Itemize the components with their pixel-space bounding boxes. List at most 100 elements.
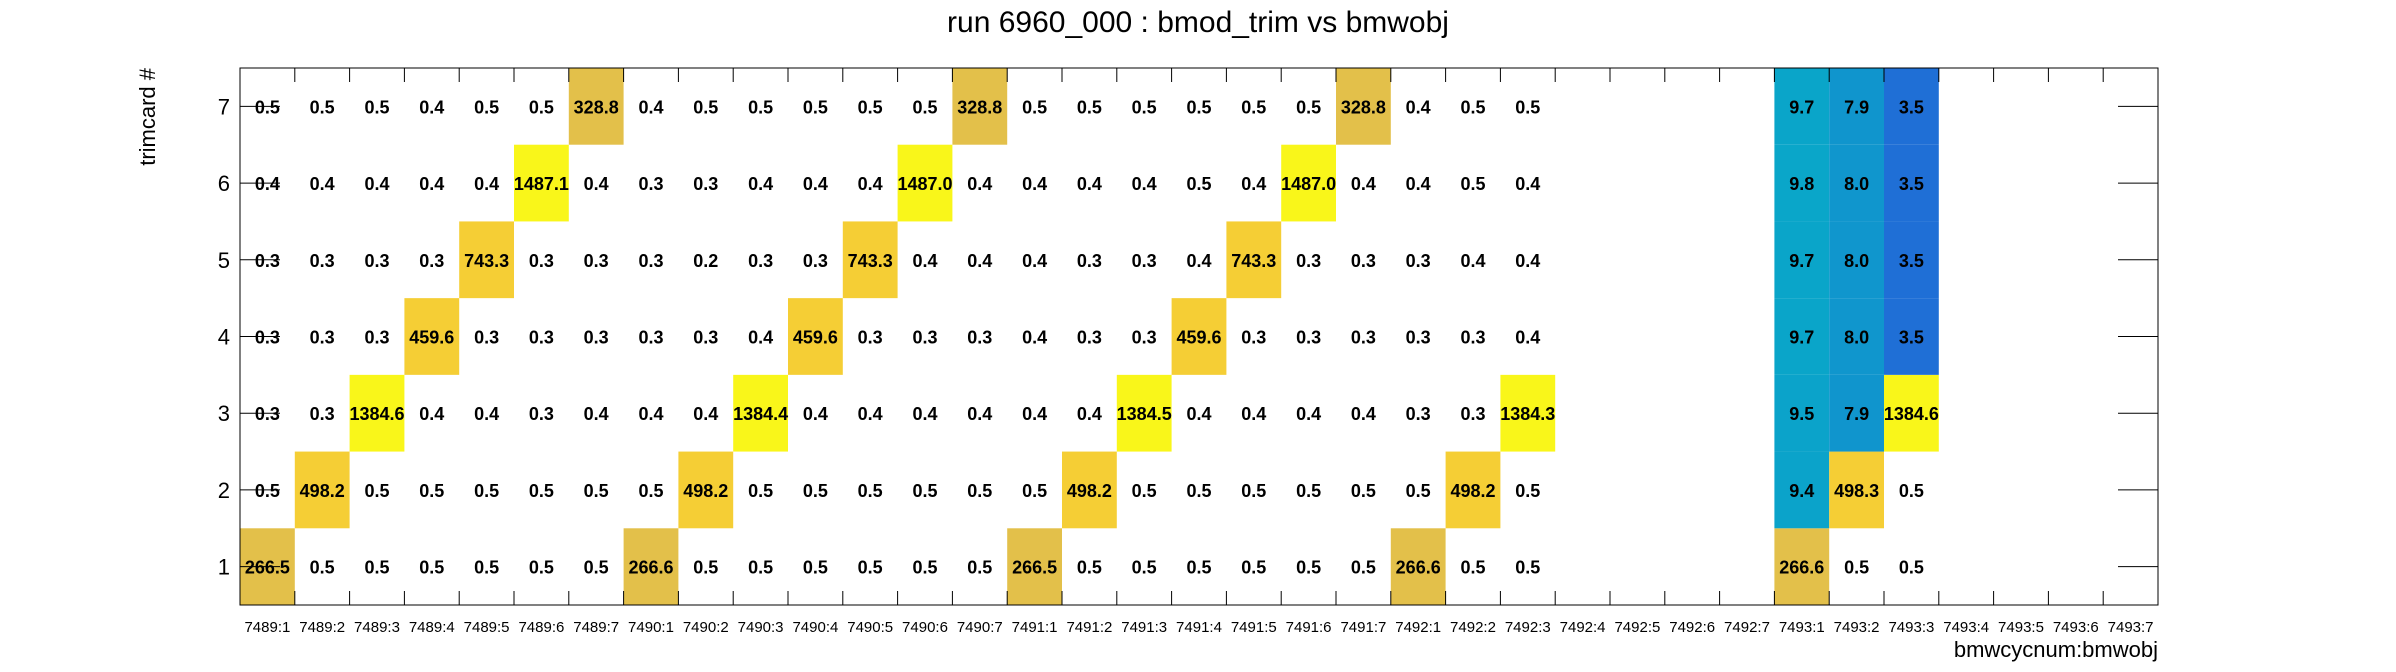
data-label: 0.3: [1296, 328, 1321, 348]
data-label: 0.4: [364, 174, 389, 194]
x-tick-label: 7491:5: [1231, 619, 1277, 636]
data-label: 0.3: [858, 328, 883, 348]
data-label: 0.5: [1186, 481, 1211, 501]
data-label: 0.4: [584, 174, 609, 194]
x-tick-label: 7490:2: [683, 619, 729, 636]
data-label: 459.6: [1176, 328, 1221, 348]
data-label: 0.5: [912, 558, 937, 578]
data-label: 498.2: [1450, 481, 1495, 501]
data-label: 9.8: [1789, 174, 1814, 194]
heatmap-cell: [1829, 221, 1884, 299]
data-label: 1487.1: [514, 174, 569, 194]
data-label: 3.5: [1899, 328, 1924, 348]
data-label: 0.5: [1515, 97, 1540, 117]
data-label: 0.5: [1022, 97, 1047, 117]
x-tick-label: 7493:6: [2053, 619, 2099, 636]
data-label: 0.3: [1296, 251, 1321, 271]
heatmap-cell: [1829, 374, 1884, 452]
y-tick-label: 3: [218, 401, 230, 426]
data-label: 266.6: [1396, 558, 1441, 578]
data-label: 0.3: [1406, 404, 1431, 424]
x-tick-label: 7493:4: [1943, 619, 1989, 636]
data-label: 0.4: [1077, 174, 1102, 194]
data-label: 0.4: [1022, 174, 1047, 194]
data-label: 3.5: [1899, 97, 1924, 117]
data-label: 0.3: [310, 404, 335, 424]
data-label: 0.3: [1077, 251, 1102, 271]
data-label: 0.3: [693, 174, 718, 194]
x-tick-label: 7491:2: [1066, 619, 1112, 636]
data-label: 0.4: [419, 97, 444, 117]
data-label: 0.5: [858, 481, 883, 501]
x-tick-label: 7493:7: [2108, 619, 2154, 636]
data-label: 0.4: [1241, 404, 1266, 424]
data-label: 0.5: [255, 97, 280, 117]
data-label: 0.3: [1406, 251, 1431, 271]
data-label: 0.4: [1132, 174, 1157, 194]
data-label: 0.3: [364, 251, 389, 271]
data-label: 0.4: [748, 328, 773, 348]
data-label: 0.5: [1899, 558, 1924, 578]
data-label: 0.5: [1186, 97, 1211, 117]
data-label: 459.6: [409, 328, 454, 348]
data-label: 0.5: [255, 481, 280, 501]
heatmap-cell: [1829, 144, 1884, 222]
data-label: 0.5: [529, 481, 554, 501]
x-tick-label: 7490:7: [957, 619, 1003, 636]
data-label: 0.4: [912, 404, 937, 424]
data-label: 0.5: [310, 558, 335, 578]
heatmap-cell: [349, 374, 405, 452]
data-label: 0.5: [1022, 481, 1047, 501]
heatmap-cell: [788, 298, 843, 375]
data-label: 0.5: [748, 97, 773, 117]
data-label: 0.3: [529, 404, 554, 424]
x-tick-label: 7489:2: [299, 619, 345, 636]
data-label: 328.8: [957, 97, 1002, 117]
data-label: 0.5: [638, 481, 663, 501]
data-label: 498.2: [683, 481, 728, 501]
data-label: 0.5: [1132, 481, 1157, 501]
data-label: 0.5: [364, 97, 389, 117]
data-label: 0.5: [1132, 97, 1157, 117]
data-label: 0.4: [255, 174, 280, 194]
data-label: 0.5: [584, 558, 609, 578]
data-label: 266.6: [628, 558, 673, 578]
data-label: 0.5: [1241, 97, 1266, 117]
data-label: 0.5: [1844, 558, 1869, 578]
data-label: 0.4: [1515, 328, 1540, 348]
data-label: 0.4: [748, 174, 773, 194]
axis-ticks: [239, 68, 2159, 605]
data-label: 0.5: [1296, 481, 1321, 501]
data-label: 0.4: [967, 404, 992, 424]
data-label: 1487.0: [897, 174, 952, 194]
data-label: 0.3: [584, 328, 609, 348]
heatmap-cell: [1445, 451, 1501, 529]
data-label: 266.5: [245, 558, 290, 578]
data-label: 0.3: [693, 328, 718, 348]
data-label: 0.4: [474, 404, 499, 424]
x-tick-label: 7492:4: [1560, 619, 1606, 636]
heatmap-cell: [568, 68, 624, 145]
data-label: 9.5: [1789, 404, 1814, 424]
heatmap-cell: [1774, 144, 1830, 222]
data-label: 0.5: [1460, 97, 1485, 117]
data-label: 0.3: [1460, 404, 1485, 424]
data-label: 0.4: [1186, 404, 1211, 424]
x-tick-label: 7491:7: [1340, 619, 1386, 636]
heatmap-cells: [240, 68, 1939, 605]
x-tick-label: 7490:5: [847, 619, 893, 636]
data-label: 9.4: [1789, 481, 1814, 501]
data-label: 0.5: [1077, 558, 1102, 578]
data-label: 0.5: [1241, 481, 1266, 501]
heatmap-cell: [1281, 144, 1336, 222]
data-label: 0.5: [912, 97, 937, 117]
y-tick-label: 2: [218, 478, 230, 503]
data-label: 0.5: [1132, 558, 1157, 578]
data-label: 459.6: [793, 328, 838, 348]
data-label: 0.5: [310, 97, 335, 117]
data-label: 0.4: [1077, 404, 1102, 424]
data-label: 0.2: [693, 251, 718, 271]
data-label: 1384.5: [1117, 404, 1172, 424]
data-label: 0.4: [1406, 174, 1431, 194]
